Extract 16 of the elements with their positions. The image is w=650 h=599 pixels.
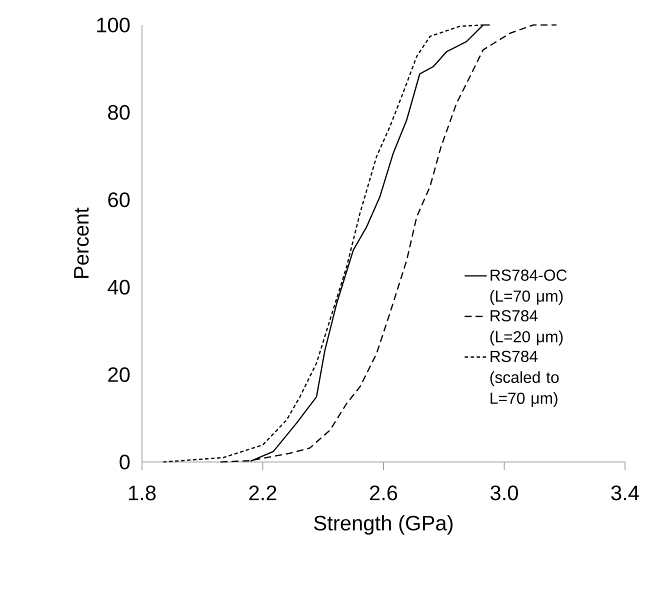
y-tick-label: 40 [108,280,130,295]
x-tick-label: 3.0 [490,486,518,500]
y-tick-label: 100 [97,18,130,32]
x-tick-label: 3.4 [611,486,639,500]
legend-label: RS784-OC (L=70 μm) [490,270,567,305]
x-axis-title: Strength (GPa) [314,515,453,535]
x-tick-label: 1.8 [129,486,156,500]
y-tick-label: 20 [108,367,130,382]
y-axis-title: Percent [74,208,89,278]
y-tick-label: 60 [108,192,130,208]
x-tick-label: 2.6 [370,486,398,500]
legend-label: RS784 (scaled to L=70 μm) [490,350,559,408]
y-tick-label: 80 [108,104,130,120]
y-tick-label: 0 [120,454,130,470]
legend-label: RS784 (L=20 μm) [490,310,563,346]
x-tick-label: 2.2 [249,486,276,500]
